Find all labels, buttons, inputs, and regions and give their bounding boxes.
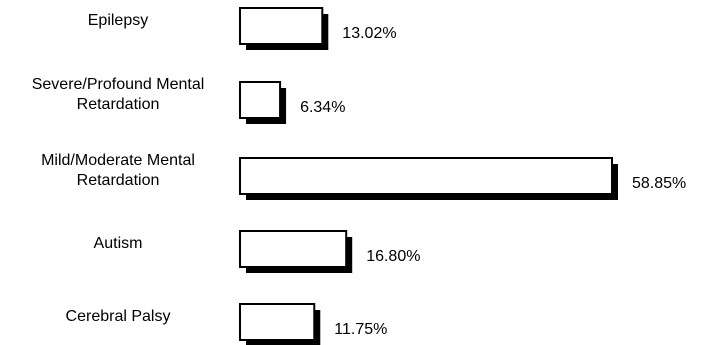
category-label: Severe/Profound Mental Retardation [32, 76, 205, 113]
bar [240, 158, 612, 194]
value-label: 13.02% [342, 25, 396, 42]
category-label: Mild/Moderate Mental Retardation [41, 152, 195, 189]
value-label: 11.75% [334, 321, 387, 338]
bar [240, 304, 314, 340]
category-label: Cerebral Palsy [66, 308, 171, 325]
bar [240, 82, 280, 118]
value-label: 58.85% [632, 175, 686, 192]
category-label: Epilepsy [88, 12, 148, 29]
bar [240, 8, 322, 44]
value-label: 16.80% [366, 248, 420, 265]
value-label: 6.34% [300, 99, 345, 116]
category-labels: Epilepsy Severe/Profound Mental Retardatio… [32, 12, 205, 325]
category-label: Autism [94, 235, 143, 252]
bars-layer [240, 8, 618, 345]
bar [240, 231, 346, 267]
